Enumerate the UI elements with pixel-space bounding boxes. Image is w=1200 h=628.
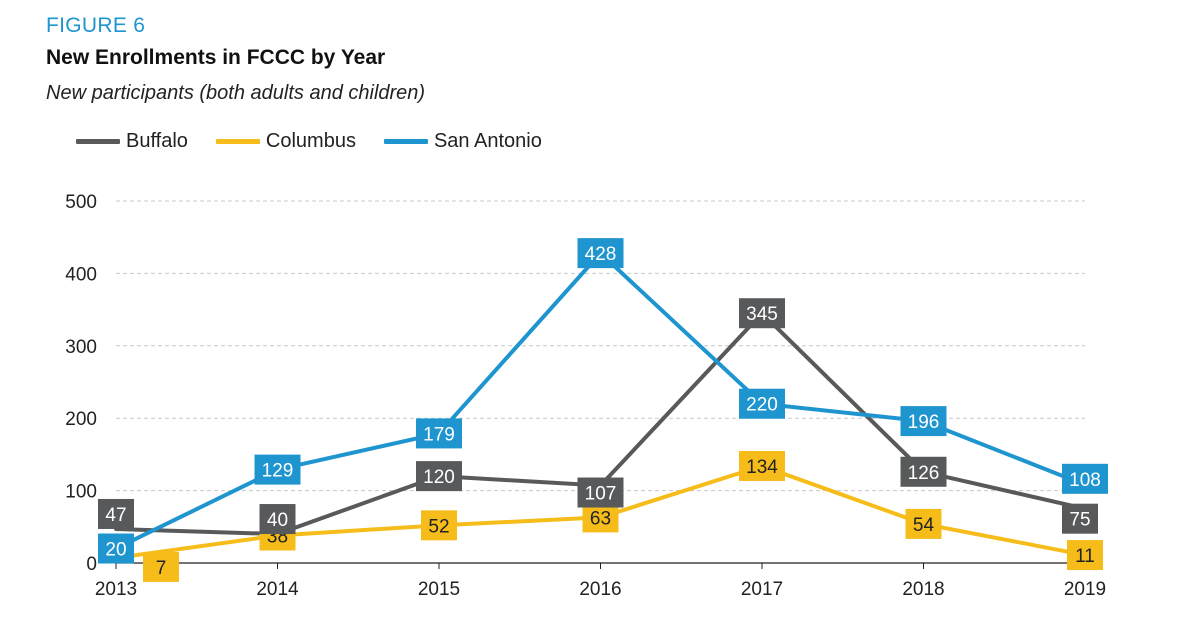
data-label-box-buffalo xyxy=(900,456,947,487)
data-label-box-columbus xyxy=(739,450,785,481)
data-label-columbus: 11 xyxy=(1075,546,1095,567)
data-label-buffalo: 126 xyxy=(908,463,940,484)
x-tick-label: 2013 xyxy=(95,579,137,600)
data-label-buffalo: 40 xyxy=(267,510,288,531)
data-label-box-san-antonio xyxy=(98,533,134,564)
data-label-box-san-antonio xyxy=(254,454,301,485)
chart-title: New Enrollments in FCCC by Year xyxy=(46,46,386,69)
data-label-san-antonio: 220 xyxy=(746,395,778,416)
data-label-box-buffalo xyxy=(577,477,624,508)
legend-label-columbus: Columbus xyxy=(265,130,356,152)
legend-item-columbus: Columbus xyxy=(215,130,356,153)
data-label-columbus: 63 xyxy=(590,508,611,529)
legend-label-san-antonio: San Antonio xyxy=(433,130,542,152)
x-tick-label: 2015 xyxy=(418,579,460,600)
data-label-box-buffalo xyxy=(1062,503,1098,534)
y-tick-label: 200 xyxy=(65,409,97,430)
data-label-san-antonio: 179 xyxy=(423,424,455,445)
x-tick-label: 2018 xyxy=(902,579,944,600)
x-tick-label: 2019 xyxy=(1064,579,1106,600)
data-label-san-antonio: 428 xyxy=(585,244,617,265)
data-label-box-san-antonio xyxy=(577,238,624,269)
data-label-box-san-antonio xyxy=(900,406,947,437)
legend-swatch-buffalo xyxy=(76,139,120,144)
data-label-san-antonio: 108 xyxy=(1069,470,1101,491)
legend-label-buffalo: Buffalo xyxy=(126,130,188,152)
data-label-box-columbus xyxy=(421,510,457,541)
y-tick-label: 300 xyxy=(65,337,97,358)
data-label-buffalo: 107 xyxy=(585,484,617,505)
data-label-box-buffalo xyxy=(739,298,785,329)
x-tick-label: 2014 xyxy=(256,579,299,600)
data-label-columbus: 52 xyxy=(428,516,449,537)
data-label-box-san-antonio xyxy=(416,418,462,449)
legend: Buffalo Columbus San Antonio xyxy=(76,130,570,153)
data-label-box-san-antonio xyxy=(739,388,785,419)
data-label-columbus: 7 xyxy=(156,558,167,579)
data-label-buffalo: 120 xyxy=(423,467,455,488)
data-label-columbus: 54 xyxy=(913,515,935,536)
data-label-buffalo: 47 xyxy=(105,505,126,526)
x-tick-label: 2016 xyxy=(579,579,621,600)
y-tick-label: 0 xyxy=(86,554,97,575)
y-tick-label: 100 xyxy=(65,482,97,503)
data-label-san-antonio: 20 xyxy=(105,540,126,561)
legend-swatch-columbus xyxy=(215,139,260,144)
data-label-columbus: 134 xyxy=(746,457,778,478)
data-label-box-buffalo xyxy=(259,504,296,535)
data-label-buffalo: 345 xyxy=(746,304,778,325)
data-label-box-columbus xyxy=(1067,540,1103,571)
data-label-box-columbus xyxy=(905,508,942,539)
data-label-box-buffalo xyxy=(416,461,462,492)
legend-item-san-antonio: San Antonio xyxy=(383,130,542,153)
data-label-box-columbus xyxy=(143,551,179,582)
y-tick-label: 500 xyxy=(65,192,97,213)
legend-item-buffalo: Buffalo xyxy=(76,130,188,153)
y-tick-label: 400 xyxy=(65,264,97,285)
chart-subtitle: New participants (both adults and childr… xyxy=(46,82,426,104)
data-label-san-antonio: 129 xyxy=(262,461,294,482)
legend-swatch-san-antonio xyxy=(383,139,428,144)
figure-label: FIGURE 6 xyxy=(46,14,146,37)
data-label-box-buffalo xyxy=(98,498,134,529)
x-tick-label: 2017 xyxy=(741,579,783,600)
data-label-san-antonio: 196 xyxy=(908,412,940,433)
data-label-box-san-antonio xyxy=(1062,463,1108,494)
data-label-buffalo: 75 xyxy=(1069,510,1090,531)
